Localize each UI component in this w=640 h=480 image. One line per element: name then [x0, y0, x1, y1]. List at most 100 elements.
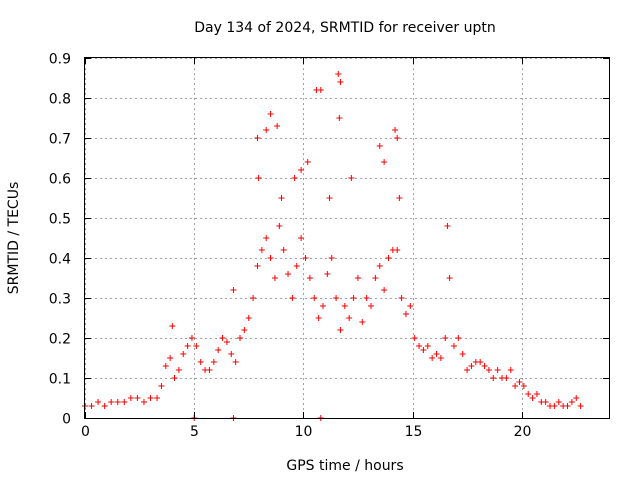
data-point [206, 367, 213, 373]
data-point [577, 403, 584, 409]
data-point [254, 135, 261, 141]
data-point [197, 359, 204, 365]
data-point [424, 343, 431, 349]
data-point [210, 359, 217, 365]
data-point [564, 403, 571, 409]
data-point [319, 303, 326, 309]
data-point [381, 287, 388, 293]
data-point [477, 359, 484, 365]
data-point [158, 383, 165, 389]
data-point [368, 303, 375, 309]
data-point [341, 303, 348, 309]
data-point [88, 403, 95, 409]
data-point [529, 395, 536, 401]
data-point [114, 399, 121, 405]
data-point [337, 79, 344, 85]
data-point [258, 247, 265, 253]
data-point [171, 375, 178, 381]
data-point [134, 395, 141, 401]
data-point [315, 315, 322, 321]
data-point [326, 195, 333, 201]
data-point [101, 403, 108, 409]
data-point [335, 71, 342, 77]
data-point [184, 343, 191, 349]
data-point [263, 235, 270, 241]
data-point [346, 315, 353, 321]
data-point [254, 263, 261, 269]
data-points [82, 71, 584, 421]
data-point [376, 143, 383, 149]
data-point [245, 315, 252, 321]
data-point [291, 175, 298, 181]
plot-frame [84, 57, 610, 419]
data-point [271, 275, 278, 281]
data-point [376, 263, 383, 269]
data-point [188, 335, 195, 341]
data-point [433, 351, 440, 357]
data-point [468, 363, 475, 369]
data-point [555, 399, 562, 405]
data-point [263, 127, 270, 133]
data-point [336, 115, 343, 121]
data-point [250, 295, 257, 301]
data-point [219, 335, 226, 341]
axis-ticks [85, 58, 609, 419]
x-axis-label: GPS time / hours [286, 458, 403, 474]
data-point [285, 271, 292, 277]
data-point [485, 367, 492, 373]
data-point [348, 175, 355, 181]
data-point [350, 295, 357, 301]
data-point [289, 295, 296, 301]
data-point [237, 335, 244, 341]
data-point [407, 303, 414, 309]
y-tick-label: 0.9 [49, 52, 71, 68]
grid [85, 58, 609, 419]
data-point [503, 375, 510, 381]
data-point [490, 375, 497, 381]
data-point [551, 403, 558, 409]
data-point [304, 159, 311, 165]
y-tick-label: 0.2 [49, 332, 71, 348]
y-tick-label: 0.5 [49, 212, 71, 228]
data-point [162, 363, 169, 369]
data-point [193, 343, 200, 349]
data-point [573, 395, 580, 401]
data-point [398, 295, 405, 301]
data-point [127, 395, 134, 401]
data-point [394, 135, 401, 141]
data-point [267, 111, 274, 117]
y-tick-label: 0 [62, 412, 71, 428]
data-point [411, 335, 418, 341]
data-point [154, 395, 161, 401]
data-point [402, 311, 409, 317]
data-point [328, 255, 335, 261]
x-tick-label: 10 [295, 424, 313, 440]
data-point [293, 263, 300, 269]
data-point [324, 271, 331, 277]
y-tick-label: 0.8 [49, 92, 71, 108]
x-tick-label: 15 [405, 424, 423, 440]
data-point [95, 399, 102, 405]
data-point [280, 247, 287, 253]
data-point [230, 287, 237, 293]
data-point [298, 235, 305, 241]
data-point [306, 275, 313, 281]
data-point [274, 123, 281, 129]
data-point [333, 295, 340, 301]
data-point [223, 339, 230, 345]
data-point [442, 335, 449, 341]
data-point [147, 395, 154, 401]
data-point [568, 399, 575, 405]
data-point [180, 351, 187, 357]
data-point [108, 399, 115, 405]
data-point [278, 195, 285, 201]
y-tick-label: 0.4 [49, 252, 71, 268]
data-point [437, 355, 444, 361]
data-point [363, 295, 370, 301]
data-point [542, 399, 549, 405]
data-point [215, 347, 222, 353]
data-point [459, 351, 466, 357]
data-point [494, 367, 501, 373]
data-point [232, 359, 239, 365]
